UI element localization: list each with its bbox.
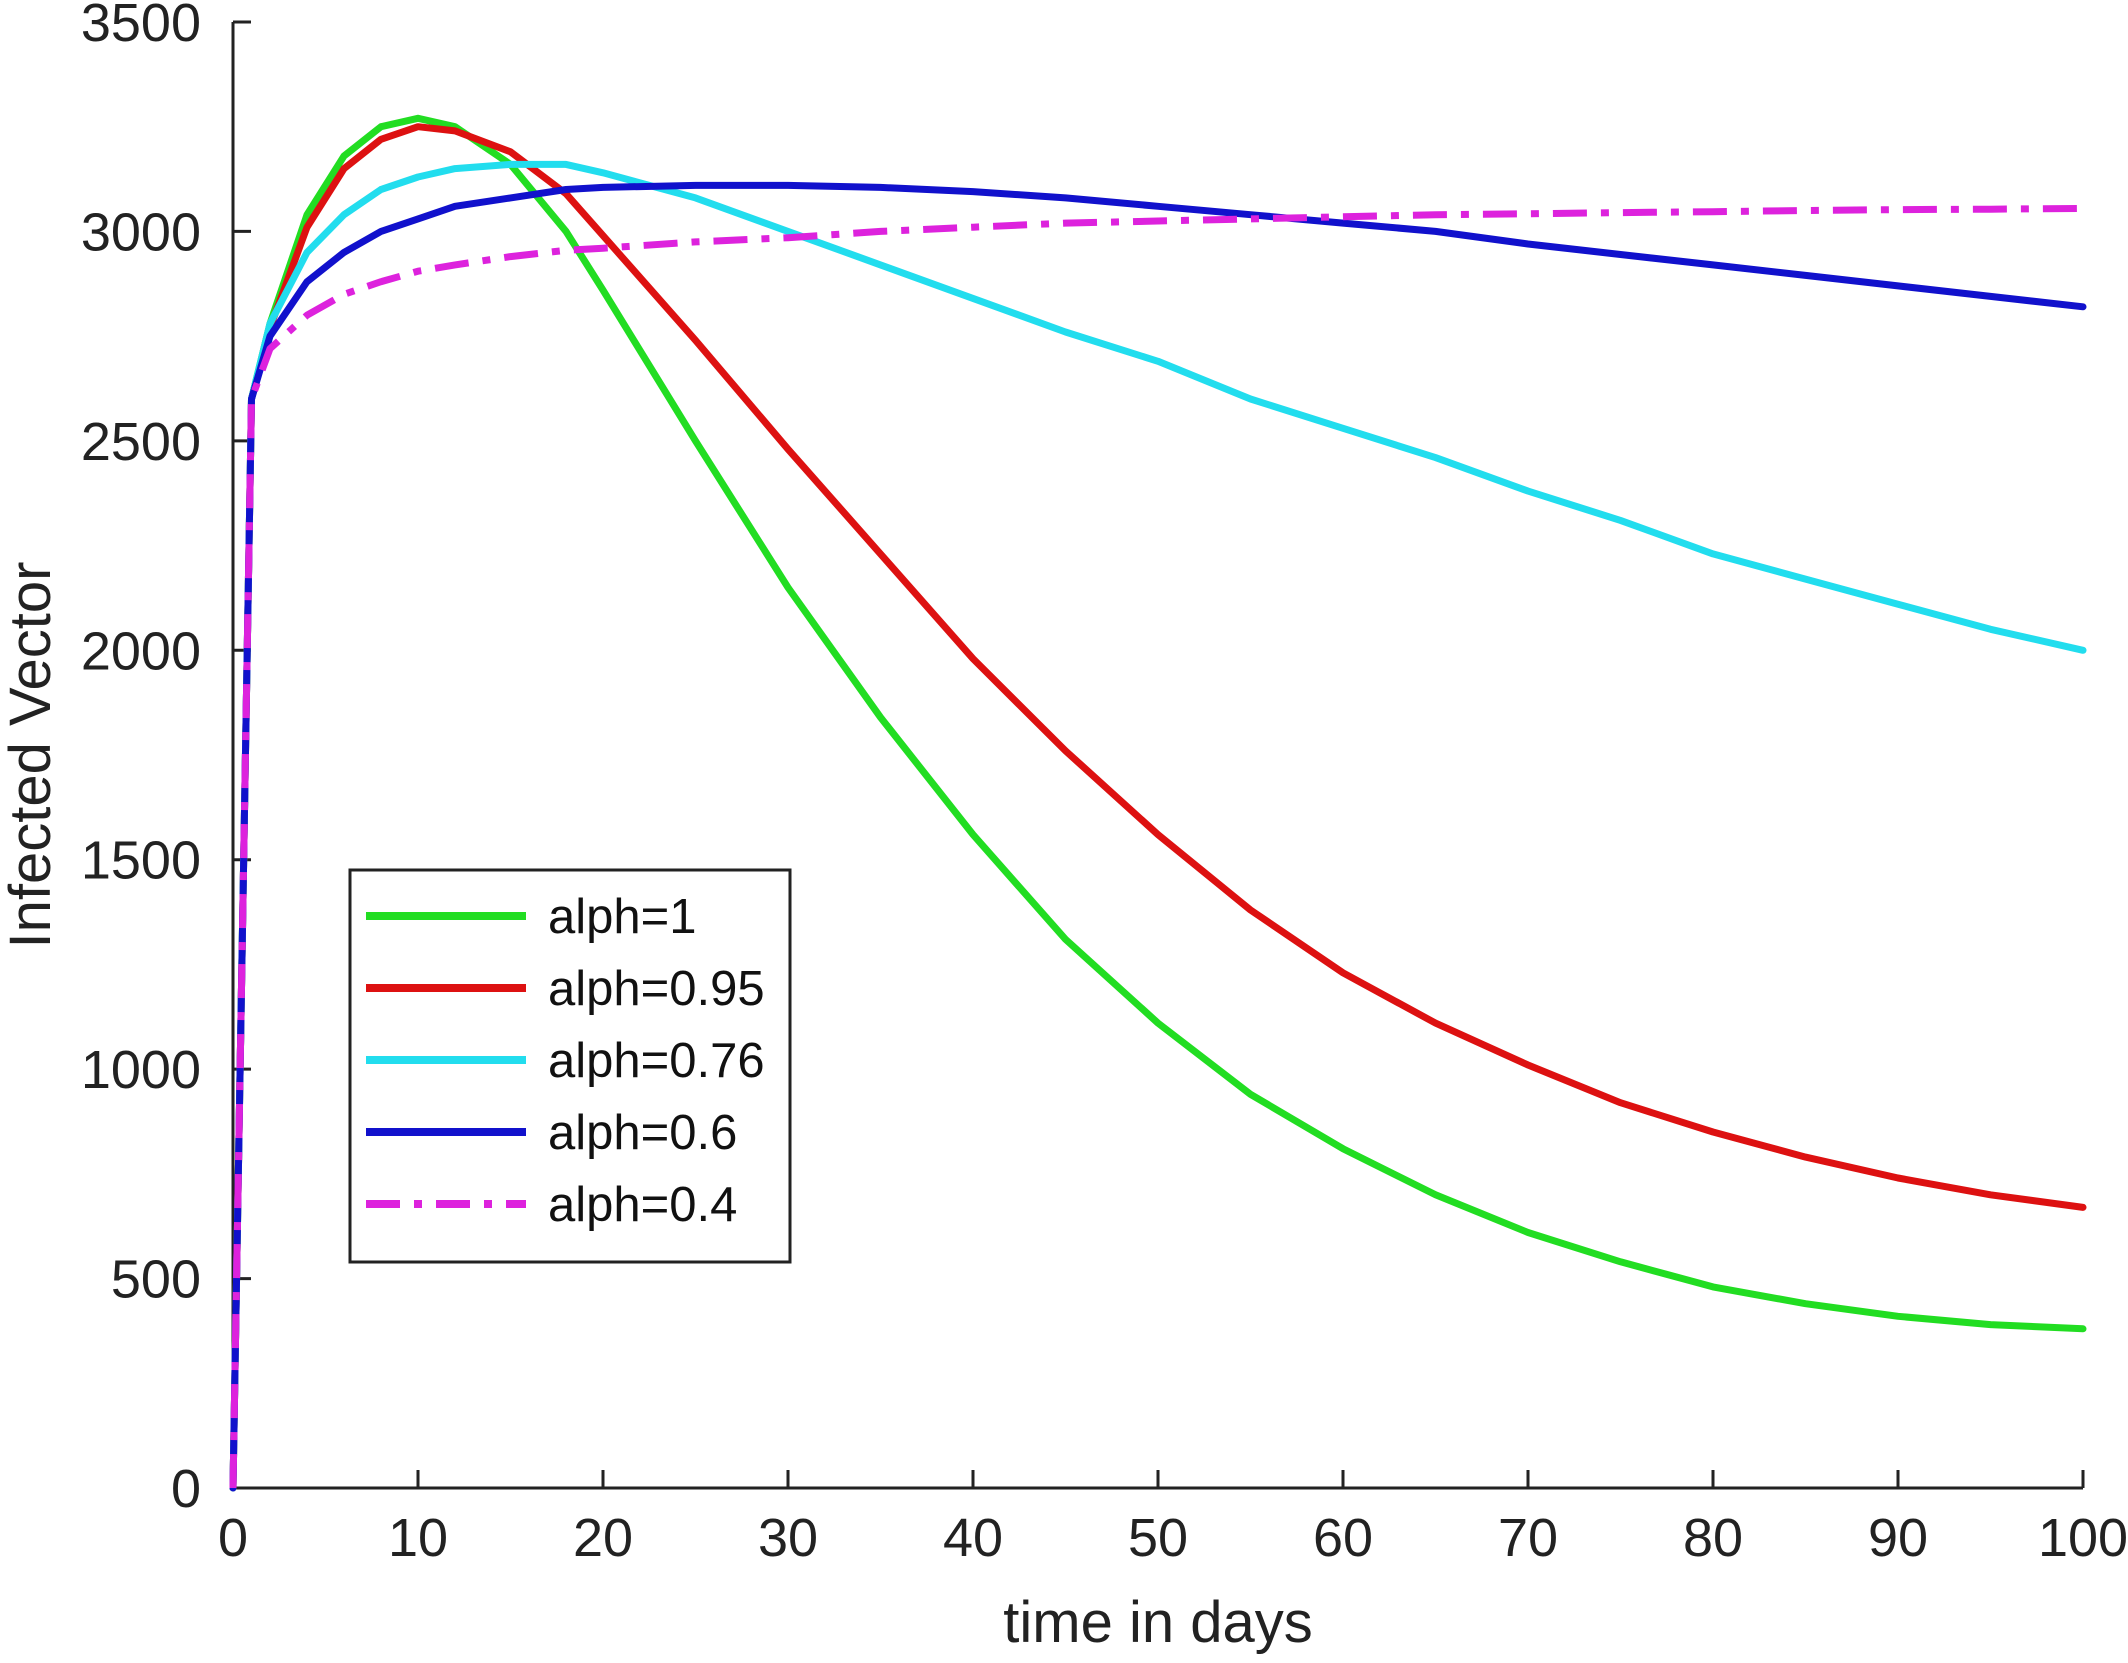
y-tick-label: 500 (111, 1250, 201, 1310)
y-tick-label: 3000 (81, 202, 201, 262)
plot-area: 0 10 20 30 40 50 60 70 80 90 100 0 500 1000 1500 2000 2… (81, 0, 2128, 1568)
legend-box (348, 868, 792, 1264)
series-line (229, 181, 2087, 1492)
x-ticks: 0 10 20 30 40 50 60 70 80 90 100 (218, 1470, 2128, 1568)
x-tick-label: 50 (1128, 1508, 1188, 1568)
x-tick-label: 100 (2038, 1508, 2128, 1568)
y-tick-label: 2000 (81, 621, 201, 681)
x-tick-label: 70 (1498, 1508, 1558, 1568)
x-tick-label: 10 (388, 1508, 448, 1568)
x-tick-label: 20 (573, 1508, 633, 1568)
series-line (229, 160, 2087, 1492)
y-ticks: 0 500 1000 1500 2000 2500 3000 3500 (81, 0, 251, 1519)
series-lines (229, 114, 2087, 1492)
y-tick-label: 1500 (81, 831, 201, 891)
y-tick-label: 0 (171, 1459, 201, 1519)
series-line (229, 123, 2087, 1492)
legend-label: alph=1 (548, 890, 697, 944)
legend-label: alph=0.4 (548, 1178, 737, 1232)
x-tick-label: 60 (1313, 1508, 1373, 1568)
legend: alph=1 alph=0.95 alph=0.76 alph=0.6 alph=0.4 (348, 868, 792, 1264)
series-line (229, 204, 2084, 1489)
legend-label: alph=0.95 (548, 962, 765, 1016)
y-tick-label: 2500 (81, 412, 201, 472)
x-tick-label: 0 (218, 1508, 248, 1568)
x-tick-label: 30 (758, 1508, 818, 1568)
y-axis-title: Infected Vector (0, 562, 63, 949)
legend-label: alph=0.76 (548, 1034, 765, 1088)
x-axis-title: time in days (1003, 1590, 1312, 1655)
legend-label: alph=0.6 (548, 1106, 737, 1160)
y-tick-label: 3500 (81, 0, 201, 53)
y-tick-label: 1000 (81, 1040, 201, 1100)
x-tick-label: 40 (943, 1508, 1003, 1568)
x-tick-label: 90 (1868, 1508, 1928, 1568)
x-tick-label: 80 (1683, 1508, 1743, 1568)
series-line (229, 114, 2087, 1492)
legend-items: alph=1 alph=0.95 alph=0.76 alph=0.6 alph=0.4 (366, 890, 765, 1232)
